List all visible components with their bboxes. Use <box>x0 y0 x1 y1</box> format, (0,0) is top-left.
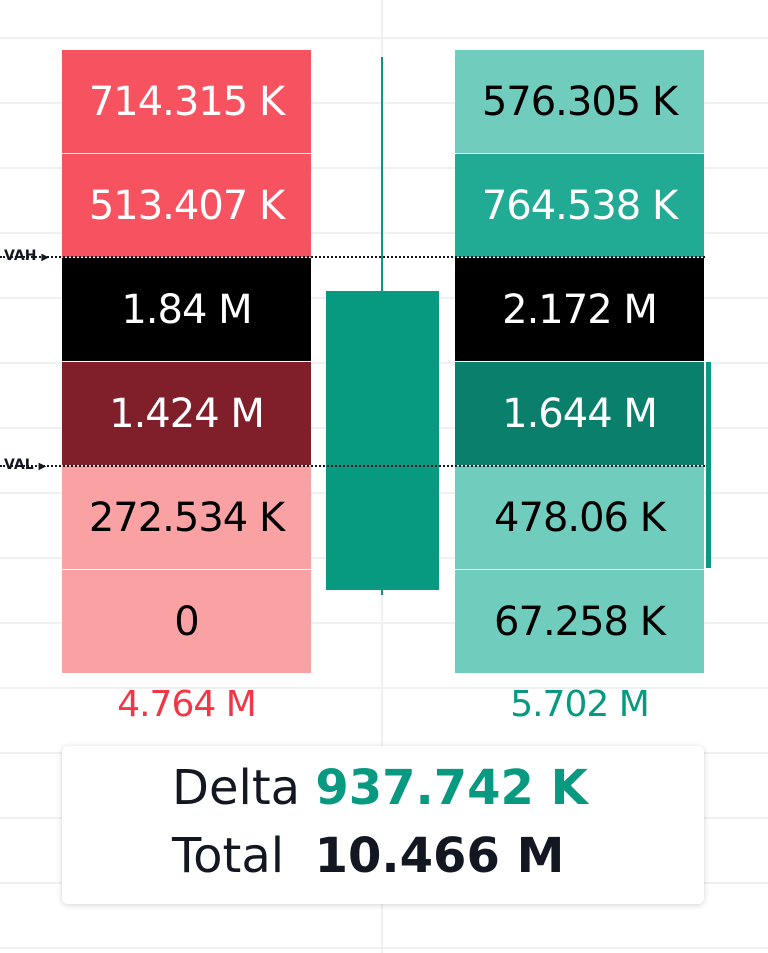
grid-line-horizontal <box>0 232 768 234</box>
vah-label: VAH ▶ <box>4 248 50 264</box>
grid-line-horizontal <box>0 37 768 39</box>
delta-value: 937.742 K <box>315 760 588 816</box>
value-area-bar <box>706 362 711 568</box>
sell-volume-cell: 1.424 M <box>62 362 311 465</box>
buy-volume-cell: 2.172 M <box>455 258 704 361</box>
sell-volume-cell: 714.315 K <box>62 50 311 153</box>
sell-volume-cell: 272.534 K <box>62 466 311 569</box>
val-line <box>0 465 705 467</box>
grid-line-horizontal <box>0 622 768 624</box>
sell-volume-cell: 513.407 K <box>62 154 311 257</box>
summary-box: Delta 937.742 K Total 10.466 M <box>62 746 704 904</box>
grid-line-horizontal <box>0 947 768 949</box>
vah-line <box>0 256 705 258</box>
sell-volume-cell: 1.84 M <box>62 258 311 361</box>
grid-line-horizontal <box>0 102 768 104</box>
total-value: 10.466 M <box>314 828 565 884</box>
buy-volume-cell: 1.644 M <box>455 362 704 465</box>
sell-volume-cell: 0 <box>62 570 311 673</box>
val-label: VAL ▶ <box>4 457 47 473</box>
buy-volume-cell: 576.305 K <box>455 50 704 153</box>
buy-volume-cell: 764.538 K <box>455 154 704 257</box>
buy-volume-cell: 67.258 K <box>455 570 704 673</box>
total-label: Total <box>172 828 285 884</box>
buy-total: 5.702 M <box>510 684 650 725</box>
sell-total: 4.764 M <box>117 684 257 725</box>
grid-line-horizontal <box>0 687 768 689</box>
buy-volume-cell: 478.06 K <box>455 466 704 569</box>
delta-label: Delta <box>172 760 301 816</box>
candle-body <box>326 291 439 590</box>
grid-line-horizontal <box>0 167 768 169</box>
